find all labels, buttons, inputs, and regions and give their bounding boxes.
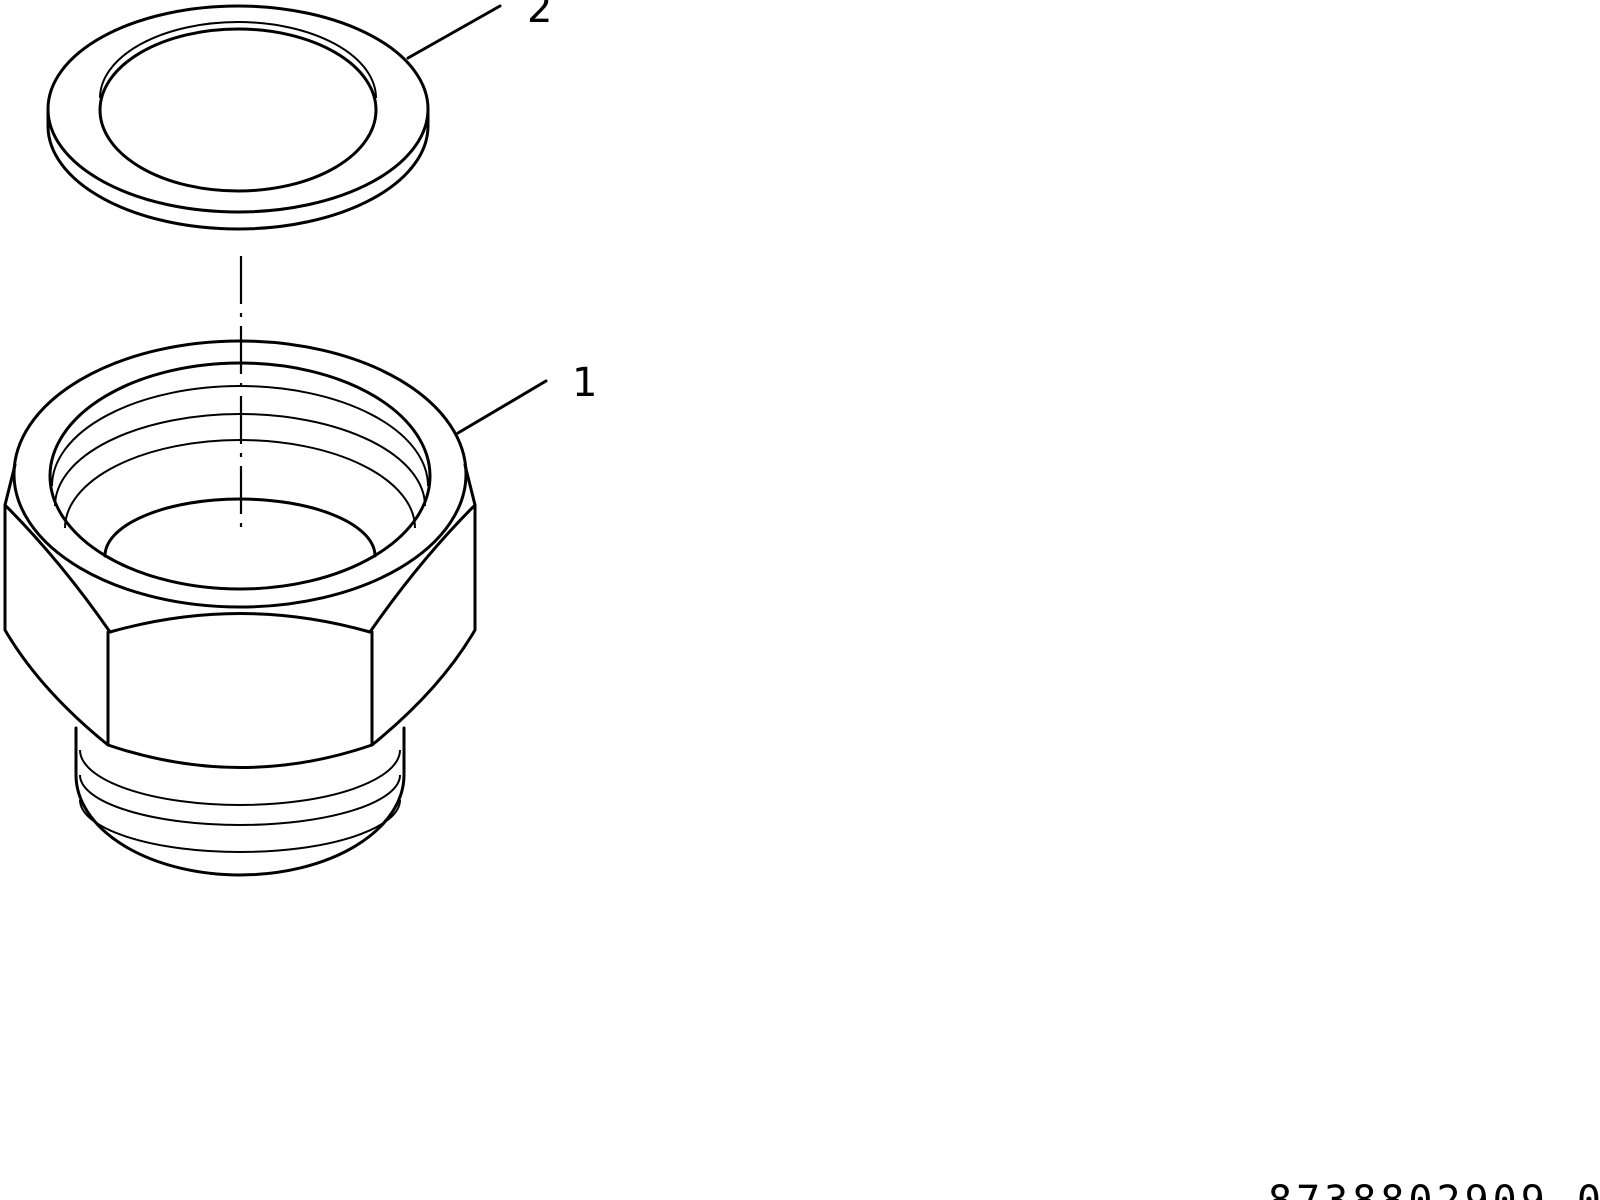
callout-label-2: 2 xyxy=(527,0,552,32)
document-number: 8738802909-02 xyxy=(1268,1178,1600,1200)
sealing-washer xyxy=(46,4,430,231)
threaded-adapter-fitting xyxy=(3,339,477,877)
leader-line-1 xyxy=(456,379,548,435)
leader-line-2 xyxy=(406,4,502,60)
callout-label-1: 1 xyxy=(572,360,597,406)
